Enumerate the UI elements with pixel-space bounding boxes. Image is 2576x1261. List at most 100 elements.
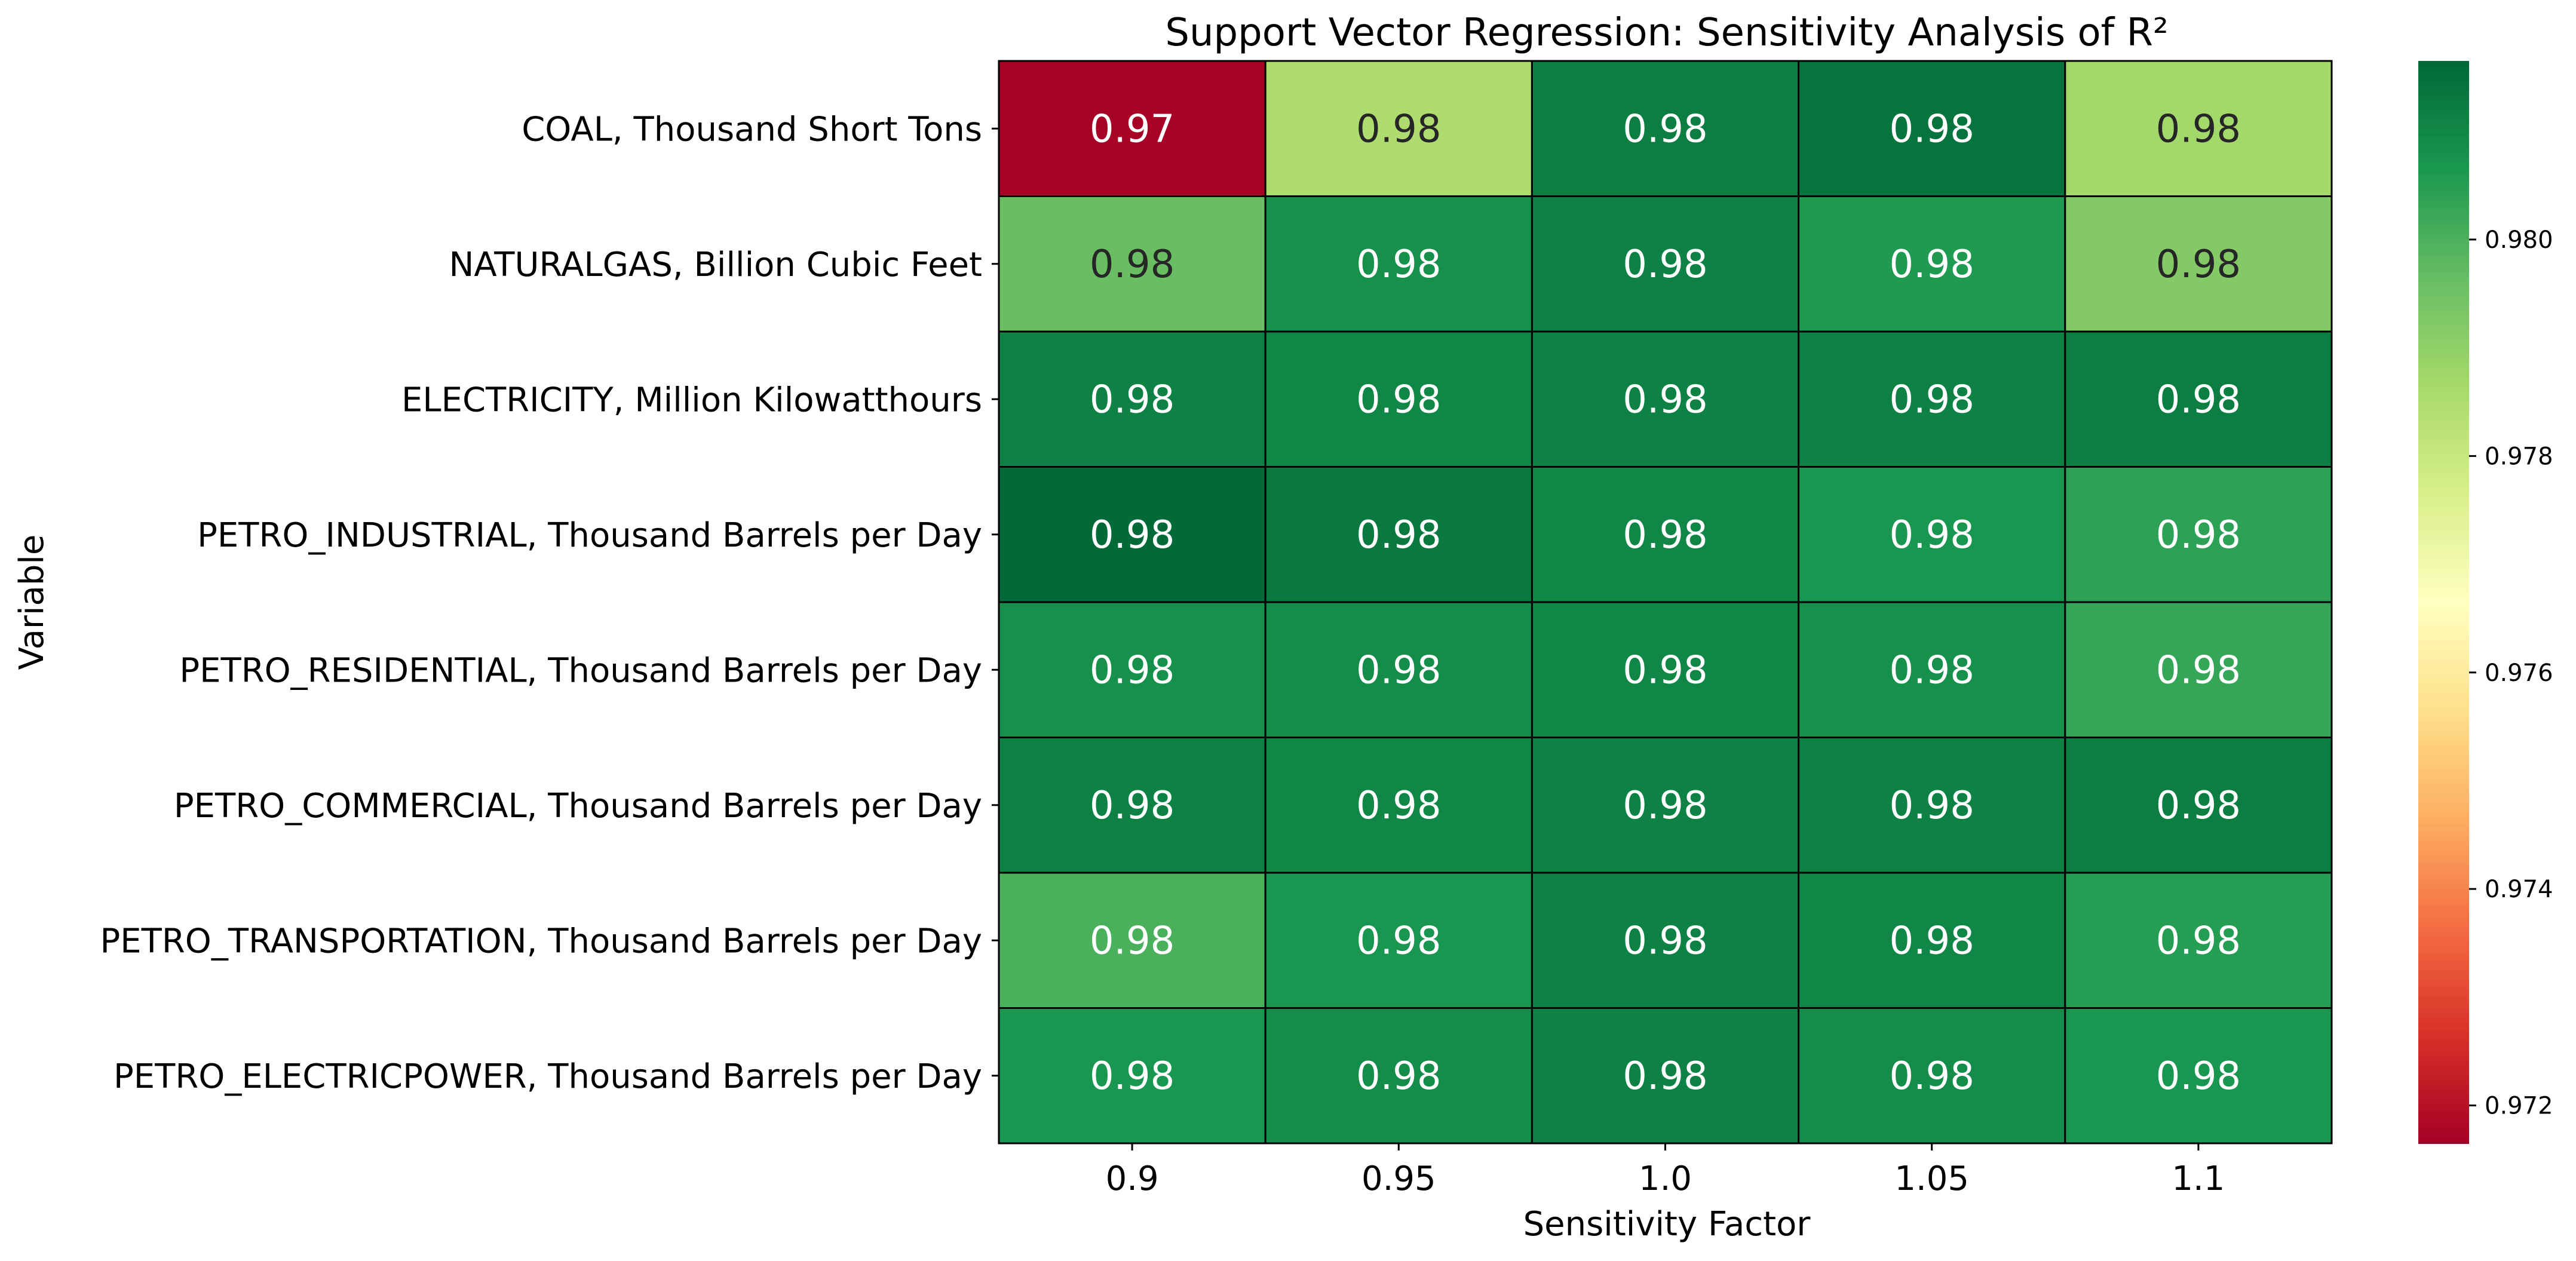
colorbar-segment <box>2418 77 2469 84</box>
x-tick-label: 0.95 <box>1361 1159 1436 1198</box>
y-tick-label: PETRO_INDUSTRIAL, Thousand Barrels per D… <box>197 516 982 555</box>
cell-value-label: 0.98 <box>1623 107 1708 151</box>
colorbar-segment <box>2418 651 2469 657</box>
colorbar-segment <box>2418 1045 2469 1052</box>
heatmap-cell-r5-c4 <box>2064 737 2333 874</box>
colorbar-segment <box>2418 943 2469 949</box>
colorbar-segment <box>2418 580 2469 587</box>
colorbar-segment <box>2418 1067 2469 1074</box>
colorbar-segment <box>2418 125 2469 132</box>
colorbar-segment <box>2418 1073 2469 1079</box>
colorbar-segment <box>2418 1040 2469 1047</box>
cell-value-label: 0.98 <box>1356 919 1442 963</box>
colorbar-segment <box>2418 401 2469 408</box>
colorbar-segment <box>2418 921 2469 928</box>
colorbar-segment <box>2418 332 2469 338</box>
cell-value-label: 0.98 <box>1623 648 1708 692</box>
colorbar-segment <box>2418 250 2469 257</box>
colorbar-segment <box>2418 228 2469 235</box>
cell-value-label: 0.98 <box>1623 378 1708 422</box>
colorbar-segment <box>2418 223 2469 229</box>
cell-value-label: 0.98 <box>1090 243 1175 287</box>
colorbar-segment <box>2418 1127 2469 1133</box>
colorbar-segment <box>2418 559 2469 565</box>
colorbar-segment <box>2418 456 2469 462</box>
cell-value-label: 0.98 <box>1090 378 1175 422</box>
colorbar-segment <box>2418 721 2469 728</box>
colorbar-segment <box>2418 553 2469 560</box>
colorbar-segment <box>2418 926 2469 933</box>
colorbar-segment <box>2418 66 2469 73</box>
colorbar-segment <box>2418 786 2469 793</box>
cell-value-label: 0.98 <box>2156 1054 2241 1099</box>
colorbar-segment <box>2418 542 2469 549</box>
cell-value-label: 0.98 <box>1090 919 1175 963</box>
colorbar-segment <box>2418 802 2469 809</box>
colorbar-segment <box>2418 418 2469 425</box>
colorbar-segment <box>2418 450 2469 457</box>
colorbar-segment <box>2418 424 2469 430</box>
colorbar-segment <box>2418 634 2469 641</box>
colorbar-segment <box>2418 288 2469 294</box>
colorbar-tick-label: 0.976 <box>2485 659 2553 687</box>
colorbar-segment <box>2418 569 2469 576</box>
colorbar-segment <box>2418 867 2469 873</box>
colorbar-segment <box>2418 142 2469 148</box>
colorbar-segment <box>2418 364 2469 370</box>
colorbar-segment <box>2418 548 2469 554</box>
colorbar-segment <box>2418 516 2469 522</box>
cell-value-label: 0.98 <box>2156 243 2241 287</box>
colorbar-segment <box>2418 683 2469 689</box>
colorbar-segment <box>2418 726 2469 733</box>
colorbar-tick-label: 0.980 <box>2485 226 2553 254</box>
heatmap-cells: 0.97 0.98 0.98 0.98 0.98 0.98 0.98 0.98 0.98 0.98… <box>998 60 2333 1145</box>
colorbar: 0.972 0.974 0.976 0.978 0.980 <box>2418 61 2553 1144</box>
colorbar-segment <box>2418 975 2469 982</box>
colorbar-segment <box>2418 1013 2469 1020</box>
colorbar-segment <box>2418 380 2469 386</box>
heatmap-cell-r1-c2 <box>1531 195 1800 333</box>
colorbar-segment <box>2418 905 2469 912</box>
colorbar-segment <box>2418 82 2469 89</box>
colorbar-segment <box>2418 769 2469 776</box>
colorbar-segment <box>2418 99 2469 105</box>
colorbar-segment <box>2418 309 2469 316</box>
heatmap-cell-r0-c1 <box>1264 60 1533 197</box>
heatmap-cell-r4-c1 <box>1264 601 1533 738</box>
colorbar-segment <box>2418 900 2469 906</box>
colorbar-segment <box>2418 337 2469 343</box>
colorbar-segment <box>2418 705 2469 711</box>
colorbar-segment <box>2418 396 2469 403</box>
colorbar-segment <box>2418 504 2469 511</box>
heatmap-cell-r1-c0 <box>998 195 1266 333</box>
colorbar-segment <box>2418 266 2469 273</box>
heatmap-cell-r5-c1 <box>1264 737 1533 874</box>
y-tick-label: COAL, Thousand Short Tons <box>522 110 982 149</box>
cell-value-label: 0.98 <box>1356 107 1442 151</box>
colorbar-segment <box>2418 1110 2469 1117</box>
cell-value-label: 0.98 <box>2156 513 2241 557</box>
heatmap-cell-r7-c3 <box>1798 1007 2066 1145</box>
cell-value-label: 0.98 <box>1889 1054 1974 1099</box>
colorbar-segment <box>2418 304 2469 311</box>
cell-value-label: 0.98 <box>1889 107 1974 151</box>
colorbar-segment <box>2418 986 2469 993</box>
colorbar-segment <box>2418 196 2469 203</box>
cell-value-label: 0.97 <box>1090 107 1175 151</box>
colorbar-segment <box>2418 109 2469 116</box>
colorbar-segment <box>2418 1035 2469 1041</box>
colorbar-segment <box>2418 472 2469 478</box>
colorbar-segment <box>2418 575 2469 581</box>
heatmap-cell-r6-c0 <box>998 872 1266 1009</box>
colorbar-segment <box>2418 212 2469 219</box>
heatmap-cell-r3-c3 <box>1798 466 2066 603</box>
colorbar-segment <box>2418 375 2469 381</box>
heatmap-cell-r2-c2 <box>1531 330 1800 468</box>
colorbar-segment <box>2418 851 2469 857</box>
colorbar-segment <box>2418 818 2469 825</box>
colorbar-segment <box>2418 245 2469 251</box>
cell-value-label: 0.98 <box>1356 513 1442 557</box>
colorbar-segment <box>2418 434 2469 441</box>
colorbar-segment <box>2418 970 2469 977</box>
